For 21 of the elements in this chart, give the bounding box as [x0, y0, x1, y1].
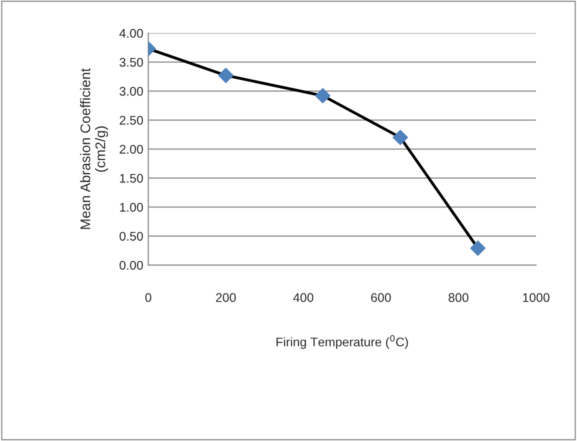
y-tick-label: 3.50: [120, 58, 143, 67]
y-tick-label: 0.00: [120, 260, 143, 270]
x-tick-label: 800: [448, 293, 468, 302]
x-tick-label: 0: [145, 293, 152, 302]
point: [470, 240, 486, 256]
point: [315, 88, 330, 104]
x-tick-label: 200: [216, 293, 236, 302]
y-tick-label: 2.50: [120, 116, 143, 125]
y-axis-title: Mean Abrasion Coefficient (cm2/g): [80, 68, 108, 229]
x-axis-title: Firing Temperature ($^{0}$C): [276, 335, 408, 349]
x-tick-label: 1000: [523, 293, 550, 302]
y-tick-label: 4.00: [119, 28, 143, 38]
x-tick-label: 600: [371, 293, 391, 302]
y-tick-label: 3.00: [120, 86, 143, 96]
y-tick-label: 1.00: [120, 202, 143, 212]
y-tick-label: 2.00: [120, 144, 143, 154]
y-tick-label: 0.50: [120, 232, 143, 241]
point: [218, 68, 234, 84]
point: [392, 130, 408, 146]
y-tick-label: 1.50: [120, 174, 143, 183]
x-tick-label: 400: [293, 293, 314, 302]
